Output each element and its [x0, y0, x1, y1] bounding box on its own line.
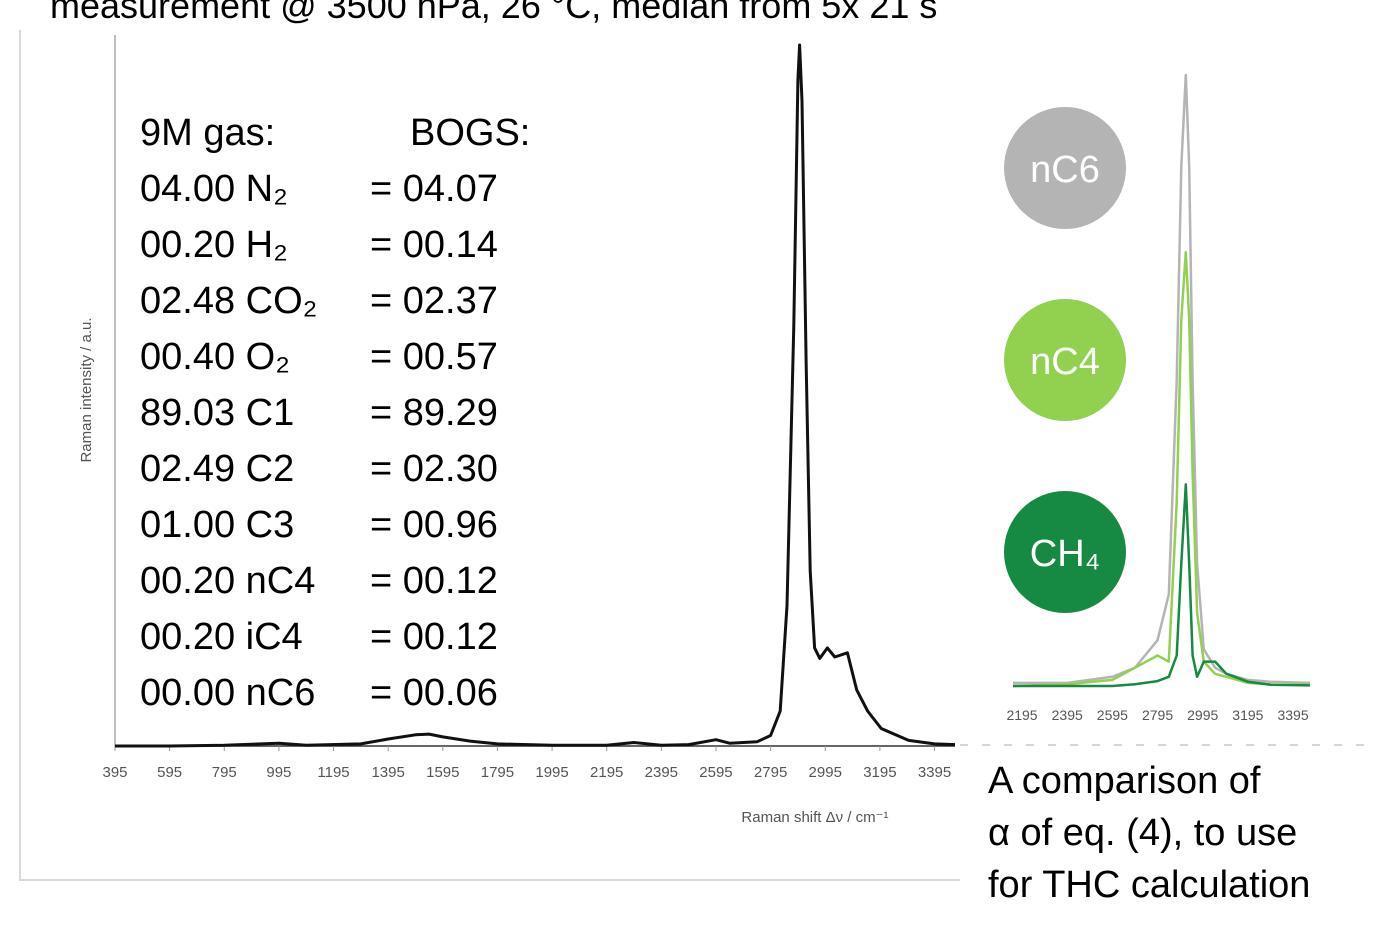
x-tick-label: 1595	[426, 764, 459, 781]
x-tick-label: 2595	[1097, 707, 1128, 723]
legend-swatch	[1004, 107, 1126, 229]
legend-label: CH₄	[1030, 533, 1100, 575]
x-tick-label: 1395	[371, 764, 404, 781]
table-cell: 89.03 C1	[140, 392, 294, 434]
main-chart: 395 595 795 995 1195 1395 1595 1795 1995 2195 2395…	[78, 35, 956, 826]
caption-line: A comparison of	[988, 760, 1261, 802]
x-tick-label: 2195	[590, 764, 623, 781]
table-cell: = 89.29	[370, 392, 498, 434]
table-cell: = 00.96	[370, 504, 498, 546]
caption-line: α of eq. (4), to use	[988, 812, 1297, 854]
table-cell: = 04.07	[370, 168, 498, 210]
x-tick-label: 1795	[481, 764, 514, 781]
x-tick-label: 3195	[863, 764, 896, 781]
x-tick-label: 2195	[1006, 707, 1037, 723]
caption-line: for THC calculation	[988, 864, 1310, 906]
legend-label: nC4	[1030, 341, 1100, 383]
table-header: BOGS:	[410, 112, 530, 154]
table-cell: = 00.12	[370, 560, 498, 602]
x-tick-label: 3395	[918, 764, 951, 781]
inset-chart: 2195 2395 2595 2795 2995 3195 3395 nC6 nC4 CH₄	[1004, 73, 1311, 723]
x-tick-label: 2795	[1142, 707, 1173, 723]
table-cell: 02.49 C2	[140, 448, 294, 490]
x-tick-label: 2995	[809, 764, 842, 781]
legend-swatch	[1004, 299, 1126, 421]
table-cell: = 00.14	[370, 224, 498, 266]
table-header: 9M gas:	[140, 112, 275, 154]
x-tick-label: 2395	[645, 764, 678, 781]
x-tick-label: 2995	[1187, 707, 1218, 723]
line-series	[1012, 250, 1311, 688]
table-cell: 00.00 nC6	[140, 672, 315, 714]
table-cell: 00.40 O₂	[140, 336, 290, 378]
x-tick-label: 795	[212, 764, 237, 781]
x-tick-label: 395	[102, 764, 127, 781]
x-axis-title: Raman shift Δν / cm⁻¹	[741, 809, 888, 826]
table-cell: 04.00 N₂	[140, 168, 288, 210]
composition-table: 9M gas: BOGS: 04.00 N₂ = 04.07 00.20 H₂ = 00.…	[140, 112, 530, 714]
x-tick-label: 2595	[699, 764, 732, 781]
table-cell: = 00.12	[370, 616, 498, 658]
table-cell: = 02.30	[370, 448, 498, 490]
x-tick-label: 1195	[317, 764, 349, 781]
legend-swatch	[1004, 491, 1126, 613]
slide-title: measurement @ 3500 hPa, 26 °C, median fr…	[50, 0, 937, 26]
x-tick-label: 995	[266, 764, 291, 781]
x-tick-label: 3395	[1277, 707, 1308, 723]
chart-frame	[19, 30, 960, 881]
caption: A comparison of α of eq. (4), to use for T…	[988, 760, 1310, 906]
table-cell: = 00.57	[370, 336, 498, 378]
table-cell: 00.20 nC4	[140, 560, 315, 602]
table-cell: 02.48 CO₂	[140, 280, 317, 322]
table-cell: 00.20 iC4	[140, 616, 303, 658]
x-tick-label: 2795	[754, 764, 787, 781]
x-tick-label: 1995	[535, 764, 568, 781]
table-cell: 00.20 H₂	[140, 224, 288, 266]
x-tick-label: 2395	[1052, 707, 1083, 723]
table-cell: = 00.06	[370, 672, 498, 714]
line-series	[1013, 483, 1311, 688]
legend-label: nC6	[1030, 149, 1100, 191]
y-axis-title: Raman intensity / a.u.	[78, 317, 95, 462]
x-tick-label: 3195	[1232, 707, 1263, 723]
table-cell: 01.00 C3	[140, 504, 294, 546]
line-series	[115, 43, 956, 748]
x-tick-label: 595	[157, 764, 182, 781]
table-cell: = 02.37	[370, 280, 498, 322]
